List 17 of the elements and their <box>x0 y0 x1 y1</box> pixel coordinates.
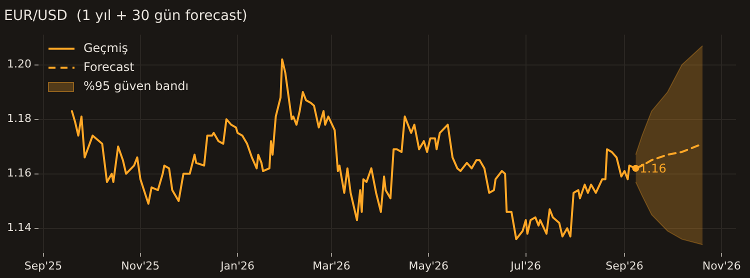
y-tick-label: 1.20 <box>6 58 32 71</box>
x-tick-label: Nov'26 <box>702 259 741 272</box>
x-tick-label: Mar'26 <box>312 259 350 272</box>
x-tick-label: May'26 <box>408 259 449 272</box>
y-tick-label: 1.18 <box>6 112 32 126</box>
annotation: 1.16 <box>640 161 666 176</box>
x-tick-label: Sep'25 <box>24 259 62 272</box>
x-tick-label: Sep'26 <box>606 259 644 272</box>
x-tick-label: Jan'26 <box>220 259 255 272</box>
y-tick-label: 1.14 <box>6 221 32 234</box>
x-tick-label: Nov'25 <box>121 259 160 272</box>
annotation: %95 güven bandı <box>83 78 189 93</box>
legend-label: Forecast <box>83 60 135 74</box>
legend-label: Geçmiş <box>83 40 128 55</box>
chart-title: EUR/USD (1 yıl + 30 gün forecast) <box>4 8 248 24</box>
x-tick-label: Jul'26 <box>510 259 541 272</box>
y-tick-label: 1.16 <box>6 166 32 180</box>
